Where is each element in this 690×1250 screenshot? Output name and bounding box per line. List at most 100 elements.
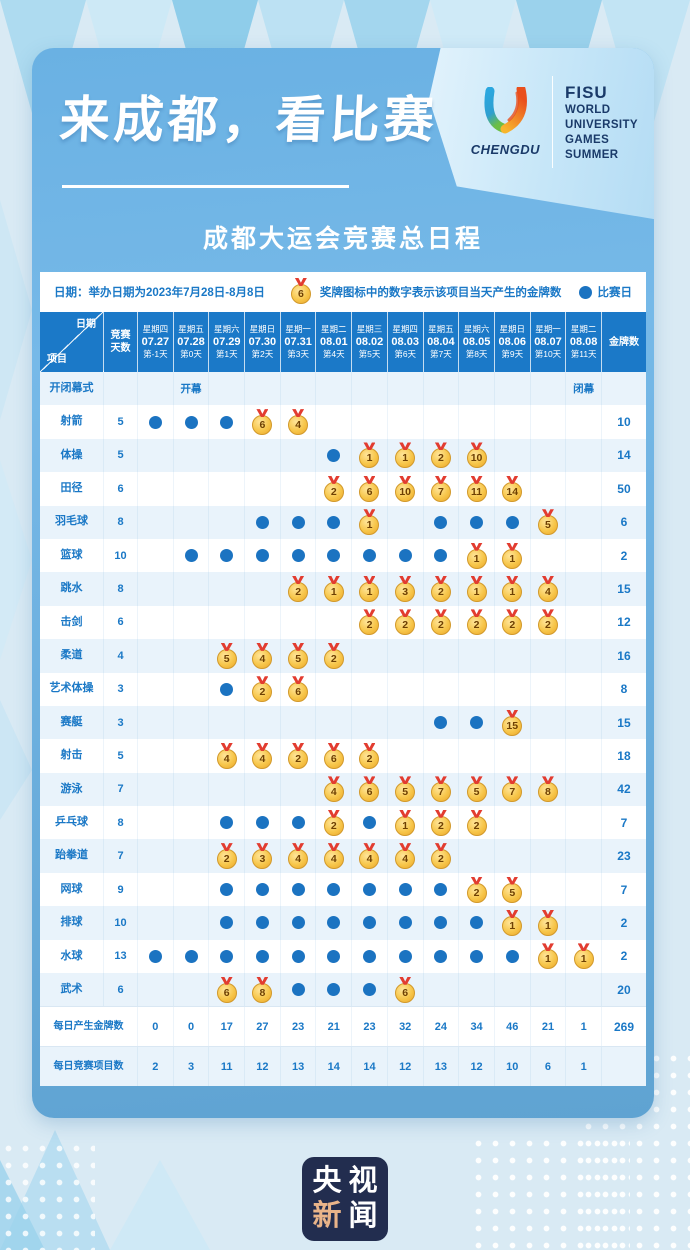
- weekday-label: 星期日: [249, 323, 276, 334]
- schedule-cell: [352, 906, 388, 940]
- competition-day-dot: [505, 515, 519, 529]
- schedule-cell: [388, 372, 424, 406]
- date-column-header: 星期日 08.06 第9天: [494, 312, 531, 372]
- gold-medal-icon: 2: [502, 615, 523, 636]
- weekday-label: 星期三: [356, 323, 383, 334]
- summary-value-cell: 12: [459, 1047, 495, 1087]
- weekday-label: 星期四: [142, 323, 169, 334]
- fisu-line: SUMMER: [564, 148, 619, 161]
- sport-row: 跆拳道 7 2 3 4 4 4 4 2 23: [40, 839, 646, 873]
- legend-dot-note: 比赛日: [597, 287, 633, 299]
- schedule-cell: [566, 505, 602, 539]
- summary-value-cell: 32: [388, 1007, 424, 1047]
- days-header-line: 天数: [110, 343, 131, 354]
- schedule-cell: [138, 772, 174, 807]
- day-number-label: 第1天: [215, 349, 238, 360]
- day-number-label: 第10天: [534, 349, 562, 360]
- schedule-cell: 6: [352, 772, 388, 807]
- schedule-cell: 2: [245, 672, 281, 706]
- schedule-cell: [566, 639, 602, 673]
- schedule-cell: [531, 672, 567, 706]
- summary-value-cell: 2: [138, 1047, 174, 1087]
- schedule-cell: [459, 405, 495, 439]
- gold-medal-icon: 2: [466, 815, 487, 836]
- date-label: 08.08: [569, 335, 598, 348]
- schedule-cell: 2: [424, 839, 460, 873]
- competition-day-dot: [470, 949, 484, 963]
- schedule-cell: [459, 639, 495, 673]
- competition-day-dot: [362, 916, 376, 930]
- schedule-cell: [316, 672, 353, 706]
- date-label: 07.29: [212, 335, 241, 348]
- schedule-cell: 6: [352, 472, 388, 506]
- days-count-cell: 9: [104, 872, 138, 907]
- legend-bar: 日期：举办日期为2023年7月28日-8月8日 6 奖牌图标中的数字表示该项目当…: [40, 272, 646, 312]
- schedule-cell: 4: [281, 405, 317, 439]
- schedule-cell: [209, 538, 246, 573]
- schedule-cell: 11: [459, 472, 495, 506]
- sport-row: 田径 6 2 6 10 7 11 14 50: [40, 472, 646, 506]
- schedule-cell: 1: [531, 939, 567, 974]
- date-column-header: 星期六 07.29 第1天: [209, 312, 246, 372]
- schedule-cell: [174, 639, 210, 673]
- table-header-row: 日期 项目 竞赛 天数 星期四 07.27 第-1天 星期五 07.28 第0天 星期六 07.29 第…: [40, 312, 646, 372]
- gold-medal-icon: 1: [359, 448, 380, 469]
- summary-value-cell: 23: [281, 1007, 317, 1047]
- schedule-cell: 4: [316, 839, 353, 873]
- sport-row: 游泳 7 4 6 5 7 5 7 8 42: [40, 772, 646, 807]
- day-number-label: 第7天: [430, 349, 452, 360]
- schedule-cell: [245, 939, 281, 974]
- summary-value-cell: 13: [424, 1047, 460, 1087]
- schedule-cell: 4: [281, 839, 317, 873]
- schedule-cell: [138, 372, 174, 406]
- schedule-cell: 4: [388, 839, 424, 873]
- schedule-cell: [531, 806, 567, 840]
- sport-row: 跳水 8 2 1 1 3 2 1 1 4 15: [40, 572, 646, 606]
- schedule-cell: [174, 806, 210, 840]
- schedule-cell: 2: [424, 572, 460, 606]
- schedule-cell: [388, 906, 424, 940]
- weekday-label: 星期二: [570, 323, 597, 334]
- gold-medal-icon: 7: [430, 481, 451, 502]
- schedule-cell: [281, 605, 317, 640]
- sport-name-label: 篮球: [40, 538, 104, 573]
- schedule-cell: [388, 538, 424, 573]
- schedule-cell: [174, 672, 210, 706]
- date-label: 08.06: [498, 335, 527, 348]
- gold-medal-icon: 4: [252, 748, 273, 769]
- gold-medal-icon: 1: [323, 582, 344, 603]
- summary-value-cell: 14: [352, 1047, 388, 1087]
- sport-row: 水球 13 1 1 2: [40, 939, 646, 974]
- schedule-cell: [245, 906, 281, 940]
- day-number-label: 第0天: [180, 349, 202, 360]
- weekday-label: 星期一: [535, 323, 561, 334]
- date-column-header: 星期二 08.08 第11天: [566, 312, 602, 372]
- days-count-header: 竞赛 天数: [104, 312, 138, 372]
- cctv-news-logo: 央视新闻: [302, 1157, 388, 1241]
- gold-total-header: 金牌数: [601, 312, 646, 372]
- schedule-cell: [459, 906, 495, 940]
- schedule-cell: [352, 705, 388, 740]
- schedule-cell: [209, 372, 246, 406]
- gold-medal-icon: 1: [395, 815, 416, 836]
- date-column-header: 星期五 08.04 第7天: [423, 312, 460, 372]
- days-count-cell: 4: [104, 639, 138, 673]
- sport-row: 排球 10 1 1 2: [40, 906, 646, 940]
- schedule-cell: [495, 973, 531, 1007]
- gold-medal-icon: 5: [502, 882, 523, 903]
- competition-day-dot: [220, 549, 234, 563]
- schedule-cell: [209, 672, 246, 706]
- schedule-cell: 15: [495, 705, 531, 740]
- day-number-label: 第5天: [358, 349, 381, 360]
- sport-row: 射箭 5 6 4 10: [40, 405, 646, 439]
- gold-total-cell: 7: [620, 815, 628, 830]
- competition-day-dot: [434, 716, 448, 730]
- schedule-cell: [281, 705, 317, 740]
- competition-day-dot: [327, 883, 341, 897]
- sport-name-label: 击剑: [40, 605, 104, 640]
- schedule-cell: [459, 372, 495, 406]
- summary-value-cell: 11: [209, 1047, 246, 1087]
- schedule-cell: [459, 705, 495, 740]
- schedule-cell: [281, 939, 317, 974]
- schedule-cell: 3: [245, 839, 281, 873]
